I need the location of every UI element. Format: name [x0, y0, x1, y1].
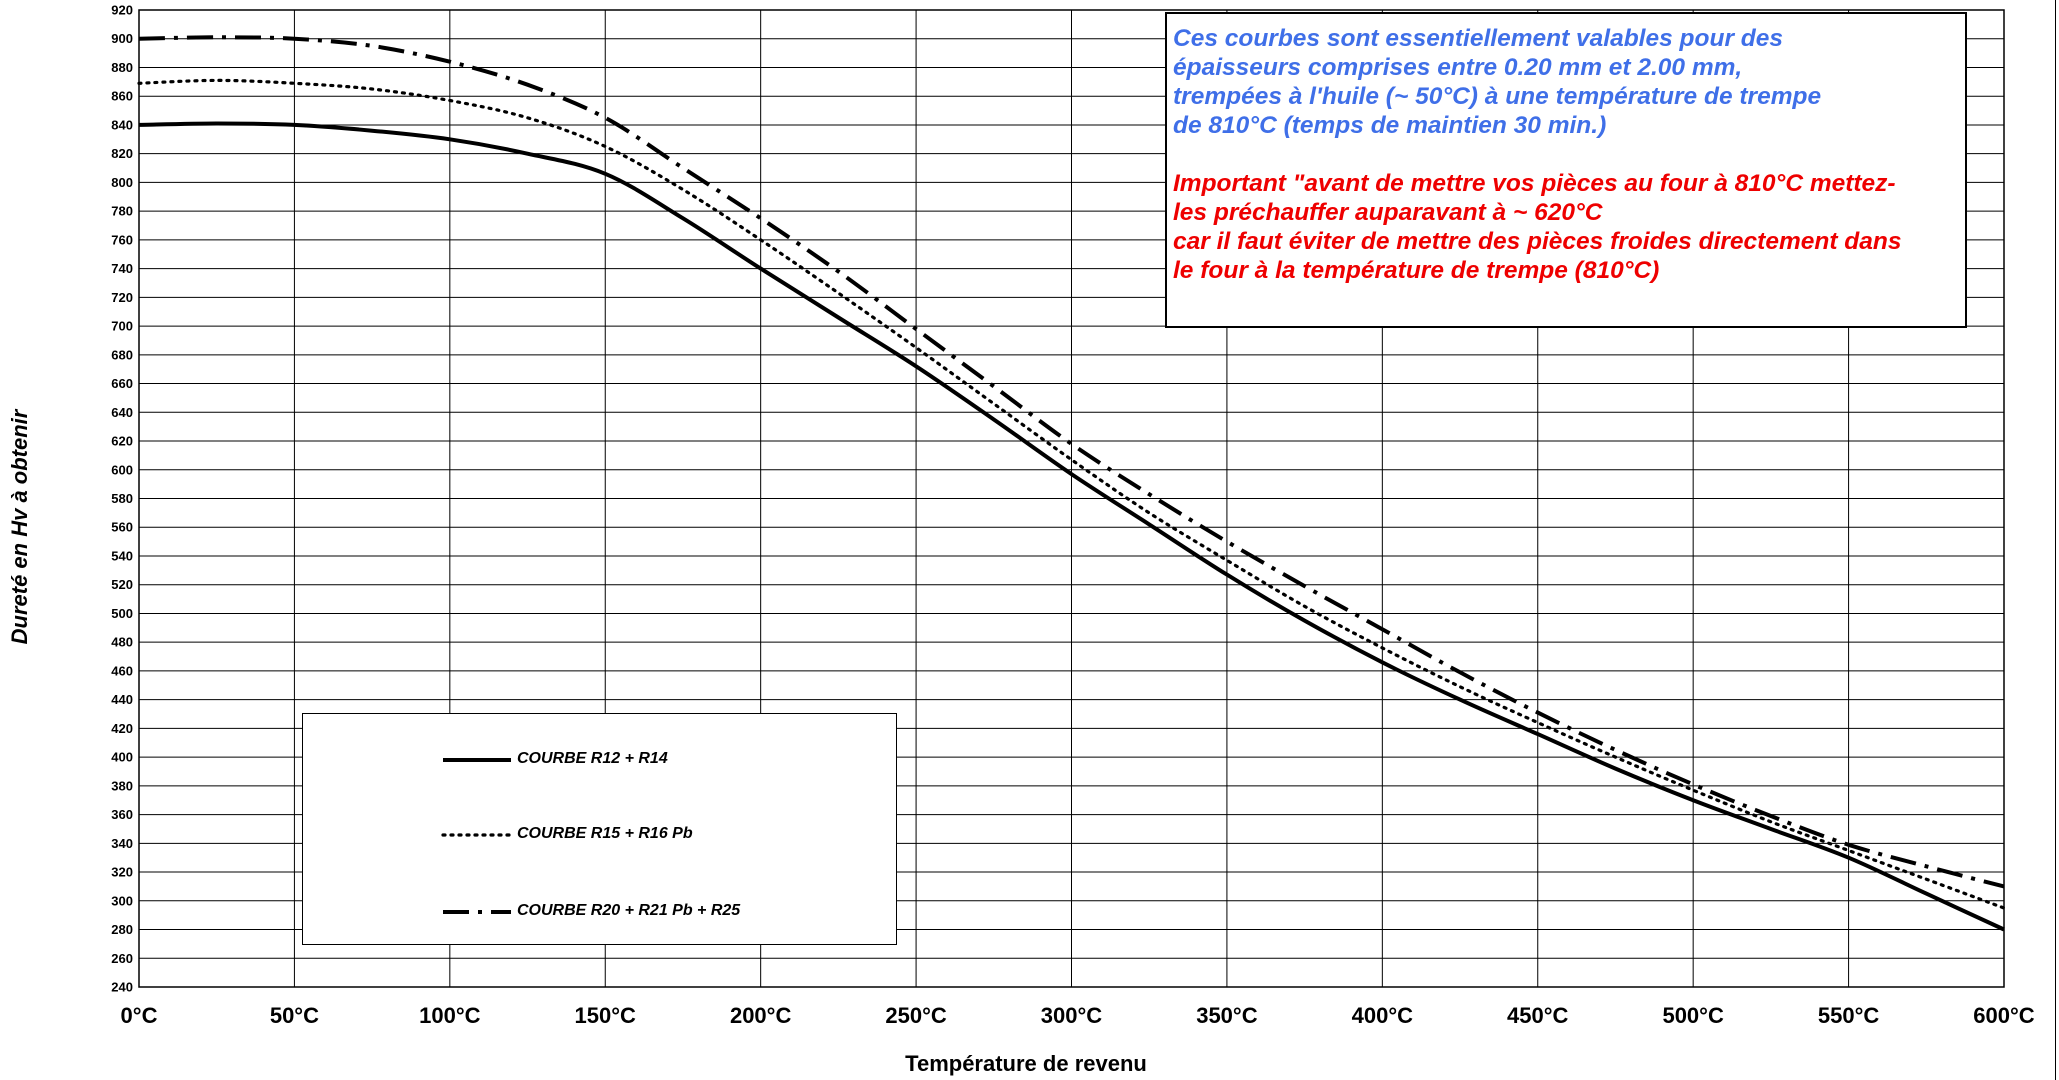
- y-tick-label: 400: [111, 750, 133, 765]
- y-tick-label: 380: [111, 778, 133, 793]
- note-red-line-1: Important "avant de mettre vos pièces au…: [1173, 169, 1959, 198]
- x-tick-label: 200°C: [730, 1003, 792, 1028]
- y-tick-label: 500: [111, 606, 133, 621]
- y-tick-label: 660: [111, 376, 133, 391]
- x-tick-label: 350°C: [1196, 1003, 1258, 1028]
- y-tick-label: 360: [111, 807, 133, 822]
- y-tick-label: 840: [111, 117, 133, 132]
- y-tick-label: 340: [111, 836, 133, 851]
- legend-label-3: COURBE R20 + R21 Pb + R25: [517, 902, 740, 920]
- x-tick-label: 400°C: [1352, 1003, 1414, 1028]
- legend-item-3: COURBE R20 + R21 Pb + R25: [303, 897, 896, 927]
- y-tick-label: 280: [111, 922, 133, 937]
- note-red-line-3: car il faut éviter de mettre des pièces …: [1173, 227, 1959, 256]
- y-tick-label: 820: [111, 146, 133, 161]
- y-tick-label: 580: [111, 491, 133, 506]
- y-tick-label: 520: [111, 577, 133, 592]
- legend-label-1: COURBE R12 + R14: [517, 750, 668, 768]
- page-edge-line: [2055, 0, 2056, 1080]
- y-tick-label: 320: [111, 865, 133, 880]
- x-tick-label: 250°C: [885, 1003, 947, 1028]
- y-tick-label: 680: [111, 347, 133, 362]
- legend-swatch-2: [437, 820, 517, 850]
- y-tick-label: 880: [111, 60, 133, 75]
- x-tick-label: 0°C: [121, 1003, 158, 1028]
- y-tick-label: 800: [111, 175, 133, 190]
- y-tick-label: 900: [111, 31, 133, 46]
- legend-item-1: COURBE R12 + R14: [303, 745, 896, 775]
- chart-legend: COURBE R12 + R14 COURBE R15 + R16 Pb COURB…: [302, 713, 897, 945]
- note-blue-line-2: épaisseurs comprises entre 0.20 mm et 2.…: [1173, 53, 1959, 82]
- y-tick-label: 860: [111, 89, 133, 104]
- note-blue-line-1: Ces courbes sont essentiellement valable…: [1173, 24, 1959, 53]
- note-red-line-4: le four à la température de trempe (810°…: [1173, 256, 1959, 285]
- x-axis-label: Température de revenu: [905, 1051, 1147, 1076]
- x-tick-label: 50°C: [270, 1003, 319, 1028]
- y-axis-label: Dureté en Hv à obtenir: [7, 408, 32, 644]
- y-tick-label: 920: [111, 3, 133, 18]
- x-tick-label: 600°C: [1973, 1003, 2035, 1028]
- x-tick-label: 550°C: [1818, 1003, 1880, 1028]
- y-tick-label: 480: [111, 635, 133, 650]
- y-axis-tick-labels: 240 260 280 300 320 340 360 380 400 420 440 460 480 5…: [111, 3, 133, 995]
- x-tick-label: 500°C: [1662, 1003, 1724, 1028]
- legend-label-2: COURBE R15 + R16 Pb: [517, 825, 693, 843]
- x-tick-label: 150°C: [575, 1003, 637, 1028]
- y-tick-label: 620: [111, 434, 133, 449]
- legend-item-2: COURBE R15 + R16 Pb: [303, 820, 896, 850]
- y-tick-label: 560: [111, 520, 133, 535]
- info-note-box: Ces courbes sont essentiellement valable…: [1165, 12, 1967, 328]
- legend-swatch-1: [437, 745, 517, 775]
- note-blue-line-4: de 810°C (temps de maintien 30 min.): [1173, 111, 1959, 140]
- y-tick-label: 540: [111, 548, 133, 563]
- y-tick-label: 300: [111, 893, 133, 908]
- y-tick-label: 700: [111, 319, 133, 334]
- y-tick-label: 440: [111, 692, 133, 707]
- y-tick-label: 600: [111, 462, 133, 477]
- y-tick-label: 720: [111, 290, 133, 305]
- y-tick-label: 760: [111, 232, 133, 247]
- y-tick-label: 460: [111, 663, 133, 678]
- x-tick-label: 100°C: [419, 1003, 481, 1028]
- x-axis-tick-labels: 0°C 50°C 100°C 150°C 200°C 250°C 300°C 350°C 400…: [121, 1003, 2035, 1028]
- y-tick-label: 780: [111, 204, 133, 219]
- y-tick-label: 240: [111, 980, 133, 995]
- x-tick-label: 300°C: [1041, 1003, 1103, 1028]
- note-blue-line-3: trempées à l'huile (~ 50°C) à une tempér…: [1173, 82, 1959, 111]
- y-tick-label: 420: [111, 721, 133, 736]
- note-red-line-2: les préchauffer auparavant à ~ 620°C: [1173, 198, 1959, 227]
- y-tick-label: 640: [111, 405, 133, 420]
- x-tick-label: 450°C: [1507, 1003, 1569, 1028]
- legend-swatch-3: [437, 897, 517, 927]
- y-tick-label: 740: [111, 261, 133, 276]
- y-tick-label: 260: [111, 951, 133, 966]
